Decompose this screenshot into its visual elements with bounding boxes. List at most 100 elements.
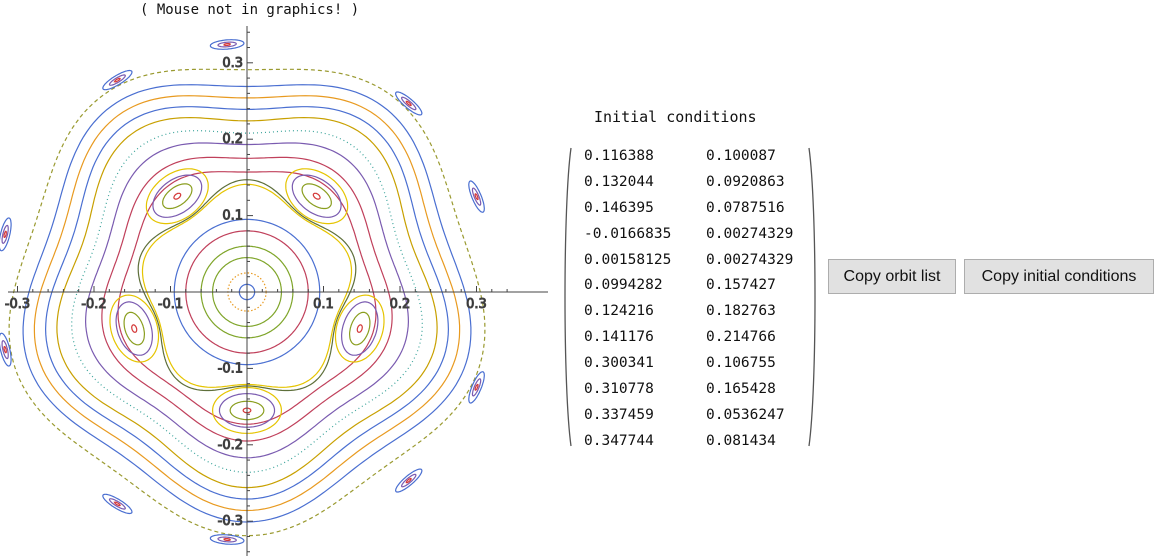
matrix-cell-x: 0.00158125 <box>584 251 672 268</box>
plot-axes: -0.3 -0.2 -0.1 0.1 0.2 0.3 0.3 0.2 0.1 -0.1 -0.2 -0… <box>4 26 548 556</box>
outer-island-orbit <box>471 187 482 206</box>
matrix-cell-x: 0.300341 <box>584 355 654 372</box>
matrix-row: 0.310778 0.165428 <box>572 379 810 405</box>
island-orbit <box>285 168 349 225</box>
outer-island-orbit <box>468 180 485 213</box>
outer-island-orbit <box>108 498 126 510</box>
outer-island-orbit <box>0 217 12 252</box>
island-center <box>173 192 182 200</box>
matrix-cell-x: 0.337459 <box>584 406 654 423</box>
island-center <box>312 192 321 200</box>
matrix-cell-x: 0.141176 <box>584 329 654 346</box>
matrix-cell-x: 0.0994282 <box>584 277 663 294</box>
outer-island-center <box>113 501 121 507</box>
y-tick-label: -0.3 <box>218 514 243 529</box>
outer-island-orbit <box>1 224 9 244</box>
right-paren <box>808 147 816 447</box>
island-orbit <box>291 174 342 218</box>
matrix-row: 0.132044 0.0920863 <box>572 172 810 198</box>
x-tick-label: 0.2 <box>390 297 411 312</box>
outer-island-orbit <box>217 536 237 543</box>
y-tick-label: 0.3 <box>222 56 243 71</box>
matrix-row: 0.337459 0.0536247 <box>572 405 810 431</box>
matrix-cell-y: 0.00274329 <box>706 251 794 268</box>
matrix-row: 0.347744 0.081434 <box>572 431 810 457</box>
outer-island-center <box>113 77 121 83</box>
x-tick-label: -0.3 <box>5 297 30 312</box>
y-tick-label: -0.2 <box>218 438 243 453</box>
matrix-row: 0.146395 0.0787516 <box>572 198 810 224</box>
matrix-cell-y: 0.0787516 <box>706 199 785 216</box>
initial-conditions-matrix: 0.116388 0.100087 0.132044 0.0920863 0.14639… <box>562 146 818 449</box>
y-tick-label: -0.1 <box>218 361 243 376</box>
matrix-cell-x: 0.132044 <box>584 173 654 190</box>
outer-island-orbit <box>401 473 417 488</box>
x-tick-label: -0.2 <box>81 297 106 312</box>
outer-island-orbit <box>471 378 482 397</box>
matrix-cell-y: 0.0536247 <box>706 406 785 423</box>
matrix-cell-y: 0.0920863 <box>706 173 785 190</box>
outer-island-orbit <box>217 41 237 48</box>
island-orbit <box>123 311 145 346</box>
matrix-cell-y: 0.100087 <box>706 148 776 164</box>
island-orbit <box>162 183 193 210</box>
island-orbit <box>349 311 371 346</box>
outer-island-orbit <box>394 468 423 493</box>
outer-island-orbit <box>401 96 417 111</box>
matrix-cell-x: -0.0166835 <box>584 225 672 242</box>
island-orbit <box>115 301 154 356</box>
orbit-curve <box>71 130 423 473</box>
outer-island-orbit <box>102 69 133 91</box>
island-center <box>131 324 138 333</box>
matrix-cell-x: 0.146395 <box>584 199 654 216</box>
matrix-cell-x: 0.347744 <box>584 432 654 449</box>
poincare-plot[interactable]: -0.3 -0.2 -0.1 0.1 0.2 0.3 0.3 0.2 0.1 -0.1 -0.2 -0… <box>0 20 556 558</box>
outer-island-center <box>223 42 231 46</box>
island-center <box>356 324 363 333</box>
island-orbit <box>340 301 379 356</box>
outer-island-orbit <box>394 91 423 116</box>
matrix-cell-y: 0.165428 <box>706 381 776 398</box>
matrix-row: -0.0166835 0.00274329 <box>572 224 810 250</box>
plot-caption: ( Mouse not in graphics! ) <box>140 2 360 18</box>
matrix-cell-y: 0.214766 <box>706 329 776 346</box>
outer-island-center <box>3 346 7 354</box>
matrix-row: 0.116388 0.100087 <box>572 146 810 172</box>
x-tick-label: 0.3 <box>466 297 487 312</box>
matrix-cell-y: 0.106755 <box>706 355 776 372</box>
matrix-row: 0.141176 0.214766 <box>572 327 810 353</box>
matrix-cell-y: 0.157427 <box>706 277 776 294</box>
outer-island-orbit <box>102 493 133 515</box>
matrix-cell-x: 0.116388 <box>584 148 654 164</box>
matrix-cell-y: 0.00274329 <box>706 225 794 242</box>
outer-island-center <box>223 538 231 542</box>
matrix-row: 0.00158125 0.00274329 <box>572 250 810 276</box>
copy-initial-conditions-button[interactable]: Copy initial conditions <box>964 259 1154 294</box>
outer-island-orbit <box>108 74 126 86</box>
matrix-cell-y: 0.081434 <box>706 432 776 449</box>
matrix-cell-y: 0.182763 <box>706 303 776 320</box>
matrix-row: 0.0994282 0.157427 <box>572 275 810 301</box>
island-orbit <box>109 294 160 363</box>
island-orbit <box>152 174 203 218</box>
initial-conditions-heading: Initial conditions <box>594 108 757 126</box>
matrix-row: 0.124216 0.182763 <box>572 301 810 327</box>
matrix-cell-x: 0.310778 <box>584 381 654 398</box>
outer-island-orbit <box>468 371 485 404</box>
y-tick-label: 0.1 <box>222 209 243 224</box>
outer-island-orbit <box>209 534 245 545</box>
outer-island-center <box>405 100 412 107</box>
outer-island-center <box>474 193 479 201</box>
matrix-cell-x: 0.124216 <box>584 303 654 320</box>
left-paren <box>564 147 572 447</box>
outer-island-orbit <box>209 39 245 50</box>
outer-island-orbit <box>1 340 9 360</box>
outer-island-orbit <box>0 332 12 367</box>
x-tick-label: 0.1 <box>313 297 334 312</box>
island-orbit <box>145 168 209 225</box>
island-orbit <box>301 183 332 210</box>
x-tick-label: -0.1 <box>158 297 183 312</box>
outer-island-center <box>474 383 479 391</box>
copy-orbit-list-button[interactable]: Copy orbit list <box>828 259 956 294</box>
outer-island-center <box>405 477 412 484</box>
